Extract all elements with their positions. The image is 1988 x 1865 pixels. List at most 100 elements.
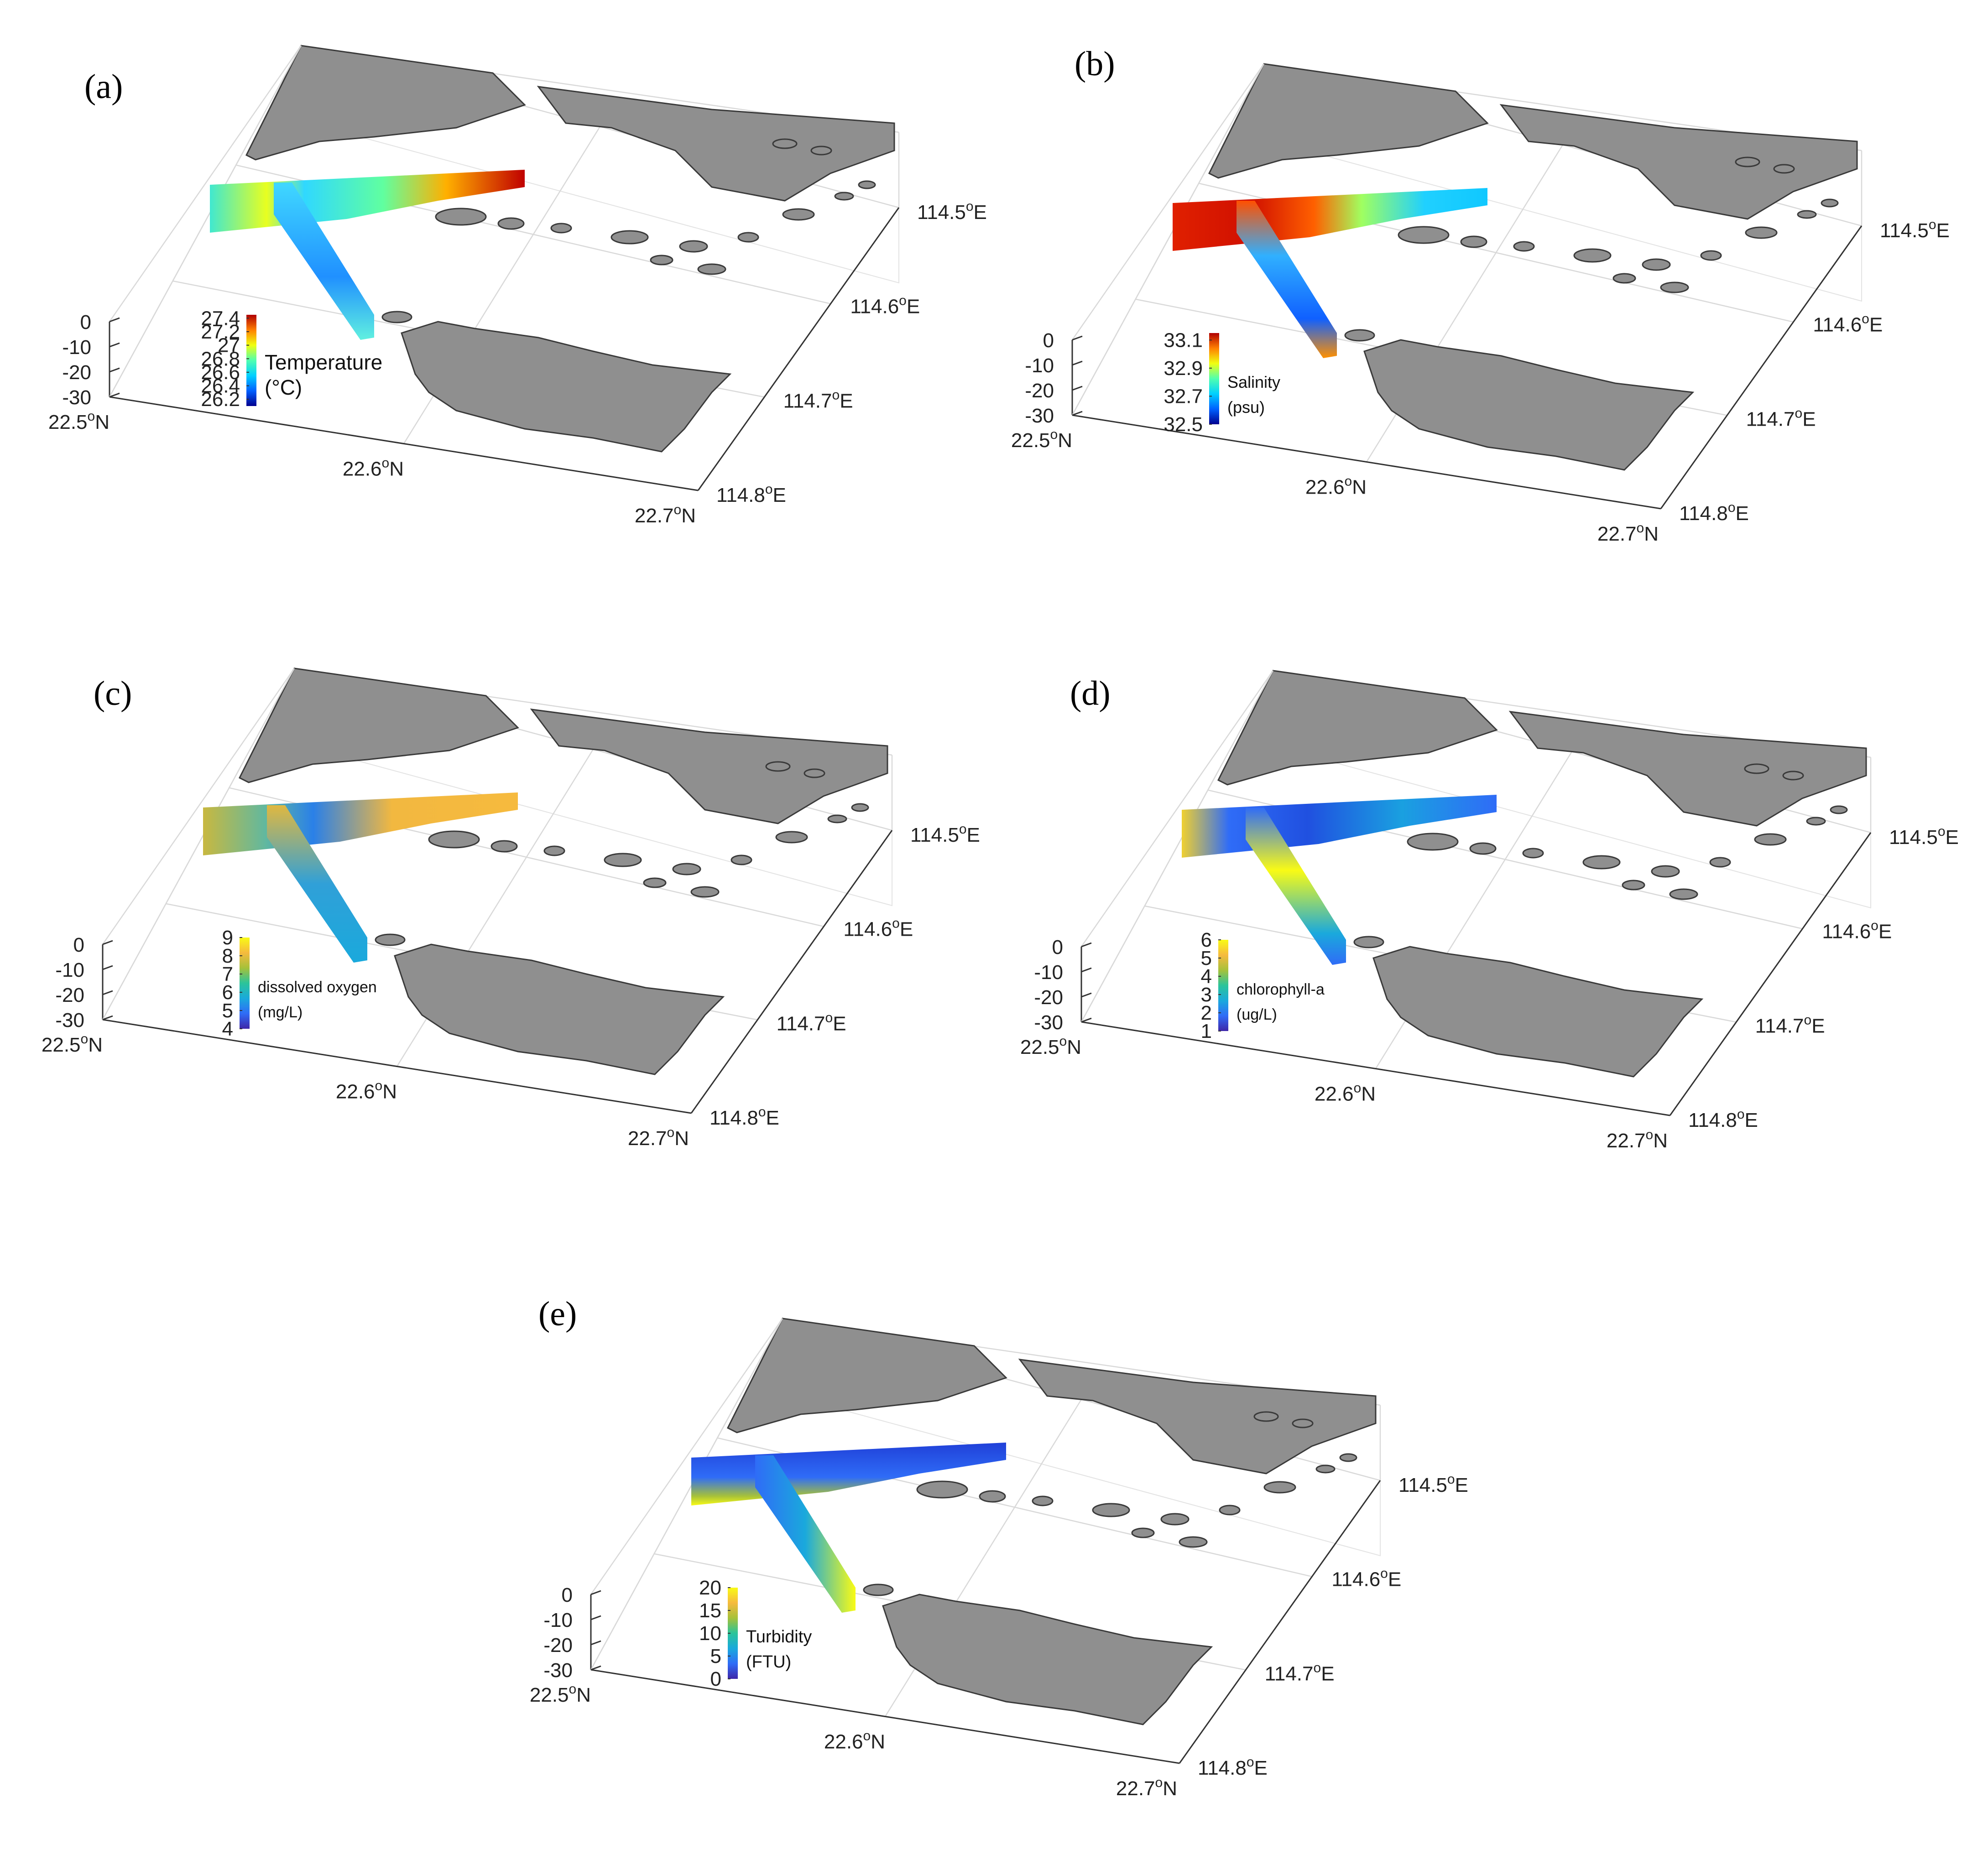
land-mass [726,1318,1007,1433]
colorbar-tick-label: 26.2 [201,388,240,411]
lat-tick-label: 22.7oN [1607,1127,1668,1152]
colorbar-title: Salinity [1227,373,1280,391]
lon-tick-label: 114.7oE [1746,406,1816,430]
island [1263,1481,1296,1494]
lat-tick-label: 22.7oN [635,502,696,527]
depth-tick-label: -10 [1034,961,1063,984]
island [1709,857,1731,868]
colorbar-tick-label: 15 [699,1599,721,1622]
lon-tick-label: 114.5oE [1889,824,1959,849]
top-edge [1080,670,1274,947]
island [381,311,412,323]
island [1782,771,1804,781]
colorbar-bar [1209,333,1219,424]
island [643,877,667,888]
depth-tick-mark [1072,360,1083,366]
depth-tick-label: 0 [1043,329,1054,352]
oblique-transect [1237,201,1337,358]
depth-tick-mark [102,990,113,995]
depth-tick-mark [590,1590,601,1595]
depth-tick-label: 0 [80,311,91,333]
land-mass [401,321,732,453]
depth-tick-mark [1072,411,1083,416]
island [1642,258,1671,271]
lat-tick-label: 22.5oN [1011,427,1072,452]
land-mass [245,45,526,161]
lon-axis-line [1660,225,1863,509]
depth-tick-label: -20 [62,361,91,384]
island [782,208,815,221]
colorbar-tick-label: 27.2 [201,321,240,343]
lat-axis-line [102,1019,692,1114]
island [1032,1495,1054,1506]
island [490,840,518,853]
island [1398,226,1450,244]
colorbar-tick-label: 0 [710,1668,721,1690]
island [1092,1503,1130,1517]
island [690,886,720,898]
lat-tick-label: 22.5oN [48,409,110,433]
colorbar-tick-label: 32.9 [1164,357,1203,380]
colorbar: 33.1 32.9 32.7 32.5 Salinity (psu) [1164,329,1280,436]
island [1669,888,1698,900]
colorbar-tick-label: 27.4 [201,307,240,329]
island [1407,833,1459,851]
island [827,814,847,823]
depth-tick-mark [1081,967,1092,973]
land-mass [530,708,888,824]
land-mass [1508,711,1867,827]
lon-tick-label: 114.8oE [710,1104,779,1129]
island [851,803,869,812]
colorbar-tick-label: 1 [1201,1020,1212,1042]
land-mass [1208,63,1489,179]
lat-axis-line [1072,414,1661,510]
land-mass [238,667,519,783]
lat-tick-label: 22.6oN [1305,474,1367,499]
depth-tick-mark [1081,992,1092,998]
island [1735,156,1760,167]
depth-tick-mark [109,367,120,373]
colorbar-tick-label: 10 [699,1622,721,1645]
island [863,1584,894,1596]
lat-tick-label: 22.5oN [1020,1034,1081,1058]
island [1660,281,1689,293]
depth-tick-label: -10 [543,1609,573,1631]
oblique-transect [1246,807,1346,965]
colorbar-tick-label: 3 [1201,984,1212,1006]
island [810,146,832,156]
land-mass [394,943,725,1075]
colorbar-title: Temperature [265,350,382,374]
island [1573,248,1612,263]
island [543,845,565,856]
colorbar-tick-label: 27 [218,334,240,357]
colorbar-tick-label: 20 [699,1577,721,1599]
island [1754,833,1787,846]
lon-tick-label: 114.7oE [783,387,853,412]
island [834,192,854,201]
island [765,761,791,772]
lat-tick-label: 22.6oN [343,456,404,480]
island [1292,1418,1314,1428]
island [1830,805,1848,814]
lat-tick-label: 22.6oN [824,1729,885,1753]
panel-label-e: (e) [538,1295,577,1333]
island [1821,198,1839,208]
depth-tick-label: -20 [55,984,84,1006]
island [1582,855,1621,870]
depth-tick-mark [102,1015,113,1021]
lat-tick-label: 22.6oN [336,1078,397,1103]
colorbar-tick-label: 32.7 [1164,385,1203,407]
colorbar-tick-label: 2 [1201,1002,1212,1024]
colorbar-tick-label: 6 [222,981,233,1004]
lat-tick-label: 22.6oN [1315,1081,1376,1105]
depth-tick-mark [1081,1017,1092,1023]
depth-tick-mark [102,965,113,970]
depth-tick-label: -30 [1034,1011,1063,1034]
lon-tick-label: 114.5oE [1398,1472,1468,1496]
